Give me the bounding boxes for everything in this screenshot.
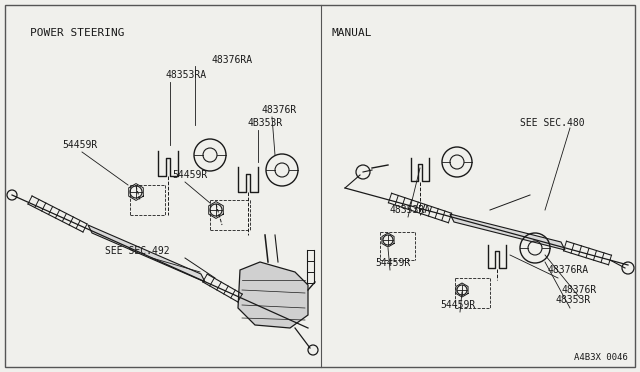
Text: SEE SEC.480: SEE SEC.480 bbox=[520, 118, 584, 128]
Text: 48376RA: 48376RA bbox=[212, 55, 253, 65]
Polygon shape bbox=[238, 262, 308, 328]
Text: 48353RA: 48353RA bbox=[390, 205, 431, 215]
Text: 48376RA: 48376RA bbox=[548, 265, 589, 275]
Text: 54459R: 54459R bbox=[172, 170, 207, 180]
Text: 48353RA: 48353RA bbox=[165, 70, 206, 80]
Text: 48376R: 48376R bbox=[262, 105, 297, 115]
Text: 48353R: 48353R bbox=[555, 295, 590, 305]
Text: 54459R: 54459R bbox=[375, 258, 410, 268]
Text: SEE SEC.492: SEE SEC.492 bbox=[105, 246, 170, 256]
Text: A4B3X 0046: A4B3X 0046 bbox=[574, 353, 628, 362]
Text: 54459R: 54459R bbox=[62, 140, 97, 150]
Text: MANUAL: MANUAL bbox=[332, 28, 372, 38]
Text: 4B353R: 4B353R bbox=[248, 118, 284, 128]
Text: POWER STEERING: POWER STEERING bbox=[30, 28, 125, 38]
Text: 54459R: 54459R bbox=[440, 300, 476, 310]
Polygon shape bbox=[450, 214, 565, 250]
Text: 48376R: 48376R bbox=[562, 285, 597, 295]
Polygon shape bbox=[88, 225, 205, 282]
